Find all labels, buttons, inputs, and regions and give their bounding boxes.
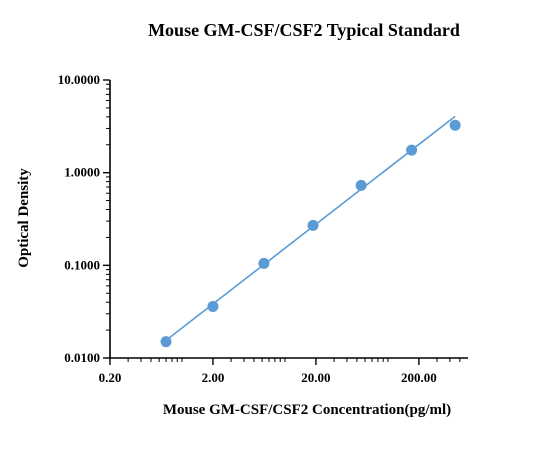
data-point <box>355 179 367 191</box>
y-tick-label: 10.0000 <box>58 72 100 87</box>
data-point <box>160 336 172 348</box>
data-point <box>449 119 461 131</box>
ticks: 0.0100 0.1000 1.0000 10.0000 0.20 2.00 20.00 20… <box>58 72 461 385</box>
x-tick-label: 200.00 <box>401 370 437 385</box>
data-point <box>258 257 270 269</box>
chart-title: Mouse GM-CSF/CSF2 Typical Standard <box>148 20 460 40</box>
data-point <box>406 144 418 156</box>
axes <box>109 80 468 359</box>
y-tick-label: 0.0100 <box>64 350 100 365</box>
x-axis-label: Mouse GM-CSF/CSF2 Concentration(pg/ml) <box>163 402 451 418</box>
y-tick-label: 1.0000 <box>64 165 100 180</box>
data-point <box>307 219 319 231</box>
data-point <box>207 300 219 312</box>
y-axis-label: Optical Density <box>16 168 32 268</box>
y-tick-label: 0.1000 <box>64 257 100 272</box>
plot-marks <box>160 115 461 348</box>
x-tick-label: 0.20 <box>99 370 122 385</box>
x-tick-label: 20.00 <box>301 370 330 385</box>
x-tick-label: 2.00 <box>202 370 225 385</box>
